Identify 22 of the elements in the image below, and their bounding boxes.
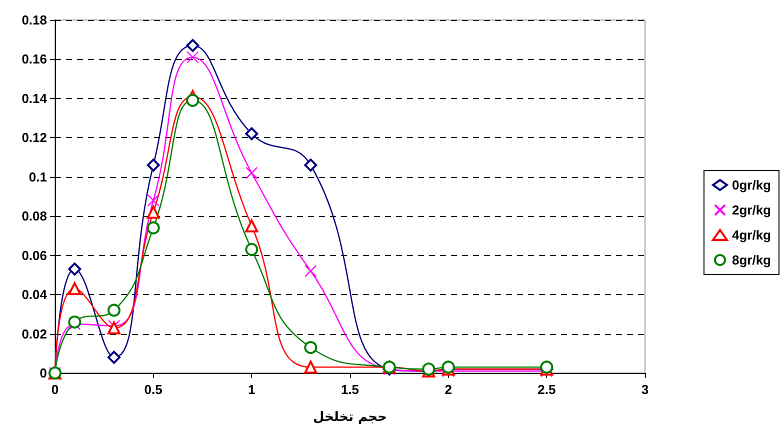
legend-label: 4gr/kg (732, 228, 772, 242)
x-tick-label: 1.5 (340, 382, 360, 397)
x-tick-label: 1 (248, 382, 256, 397)
legend-label: 8gr/kg (732, 252, 772, 268)
y-tick-label: 0.06 (22, 248, 47, 263)
x-tick-label: 0 (51, 382, 59, 397)
y-tick-label: 0 (40, 366, 47, 380)
y-tick-label: 0.08 (22, 208, 47, 224)
x-axis-title: حجم تخلخل (313, 410, 387, 425)
x-tick-label: 0.5 (144, 382, 162, 397)
x-tick-label: 2.5 (538, 382, 556, 397)
y-tick-label: 0.18 (22, 12, 47, 28)
legend-label: 0gr/kg (732, 178, 772, 192)
y-tick-label: 0.02 (22, 326, 47, 342)
x-tick-label: 2 (444, 382, 452, 397)
legend-label: 2gr/kg (732, 202, 772, 218)
y-tick-label: 0.04 (22, 287, 48, 302)
y-tick-label: 0.16 (22, 52, 47, 67)
x-tick-label: 3 (641, 382, 649, 397)
y-tick-label: 0.12 (22, 130, 47, 146)
y-tick-label: 0.14 (22, 90, 48, 106)
y-tick-label: 0.1 (28, 169, 47, 184)
